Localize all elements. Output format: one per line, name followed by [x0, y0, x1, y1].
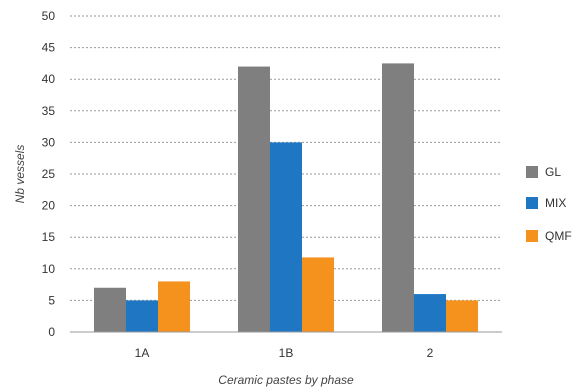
bar-mix-1a — [126, 300, 158, 332]
y-tick-label: 10 — [42, 262, 56, 276]
legend-swatch-mix — [526, 197, 538, 209]
legend-label-gl: GL — [545, 165, 561, 179]
bar-gl-2 — [382, 63, 414, 333]
y-tick-label: 0 — [48, 325, 55, 339]
y-axis-ticks: 0 5 10 15 20 25 30 35 40 45 50 — [42, 9, 56, 339]
y-tick-label: 5 — [48, 293, 55, 307]
y-tick-label: 25 — [42, 167, 56, 181]
x-tick-label: 1A — [135, 346, 150, 360]
x-axis-ticks: 1A 1B 2 — [135, 346, 434, 360]
y-tick-label: 35 — [42, 104, 56, 118]
bar-gl-1b — [238, 66, 270, 332]
y-axis-title: Nb vessels — [13, 145, 27, 204]
y-tick-label: 45 — [42, 41, 56, 55]
bar-qmf-1a — [158, 281, 190, 332]
y-tick-label: 30 — [42, 135, 56, 149]
legend-swatch-gl — [526, 166, 538, 178]
x-tick-label: 1B — [279, 346, 294, 360]
bar-mix-1b — [270, 142, 302, 332]
bar-qmf-1b — [302, 257, 334, 332]
bars — [94, 63, 478, 333]
legend-swatch-qmf — [526, 230, 538, 242]
bar-qmf-2 — [446, 300, 478, 332]
bar-mix-2 — [414, 294, 446, 332]
y-tick-label: 15 — [42, 230, 56, 244]
y-tick-label: 50 — [42, 9, 56, 23]
legend: GL MIX QMF — [526, 165, 572, 243]
y-tick-label: 20 — [42, 199, 56, 213]
bar-gl-1a — [94, 287, 126, 332]
x-tick-label: 2 — [427, 346, 434, 360]
x-axis-title: Ceramic pastes by phase — [218, 373, 354, 387]
legend-label-qmf: QMF — [545, 229, 572, 243]
y-tick-label: 40 — [42, 72, 56, 86]
legend-label-mix: MIX — [545, 196, 566, 210]
